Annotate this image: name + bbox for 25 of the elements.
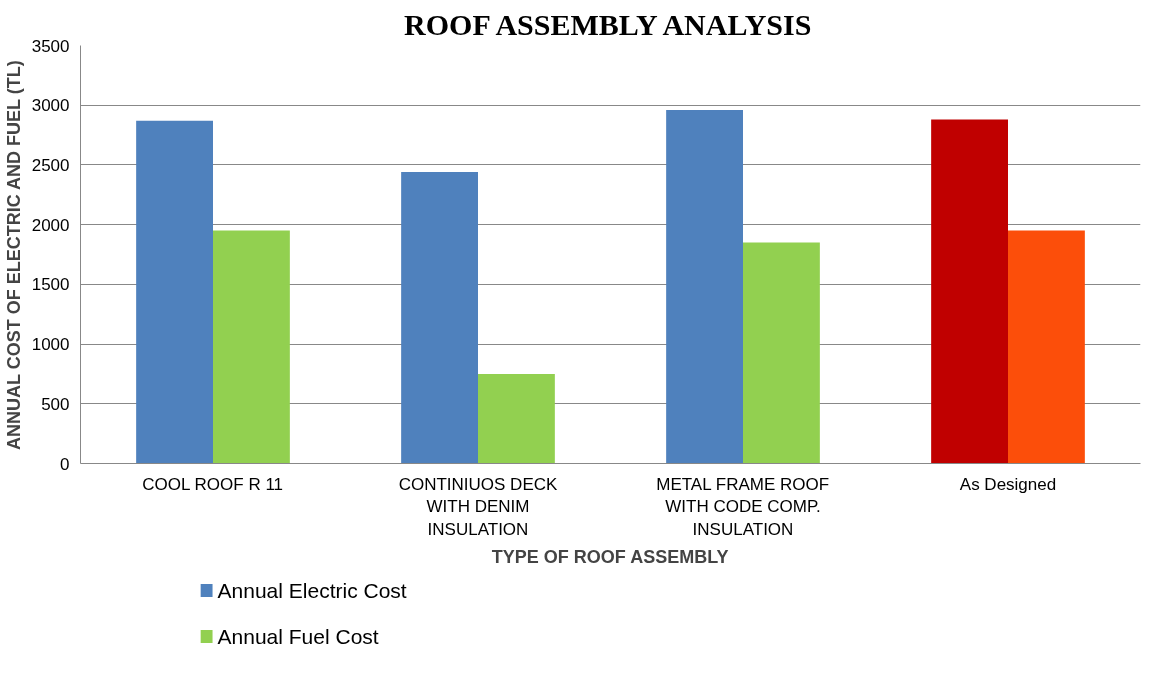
x-axis-title: TYPE OF ROOF ASSEMBLY (491, 547, 729, 568)
bar (1008, 230, 1085, 464)
legend-label: Annual Electric Cost (217, 579, 407, 602)
bar (743, 242, 820, 464)
y-tick-label: 0 (60, 454, 70, 474)
x-tick-label: CONTINIUOS DECK WITH DENIM INSULATION (398, 474, 558, 540)
bar (401, 172, 478, 464)
y-axis-title: ANNUAL COST OF ELECTRIC AND FUEL (TL) (3, 60, 24, 450)
y-tick-label: 1000 (31, 335, 70, 355)
y-tick-label: 1500 (31, 275, 70, 295)
y-tick-label: 3500 (31, 36, 70, 56)
bar (213, 230, 290, 464)
chart-title: ROOF ASSEMBLY ANALYSIS (404, 7, 812, 41)
x-tick-label: METAL FRAME ROOF WITH CODE COMP. INSULATION (656, 474, 830, 540)
bar (931, 119, 1008, 464)
bar (478, 373, 555, 464)
y-tick-label: 2500 (31, 155, 70, 175)
x-tick-label: COOL ROOF R 11 (142, 474, 284, 494)
x-tick-label: As Designed (959, 474, 1057, 494)
y-tick-label: 3000 (31, 96, 70, 116)
bar (666, 109, 743, 464)
legend-label: Annual Fuel Cost (217, 625, 379, 648)
y-tick-label: 2000 (31, 215, 70, 235)
bar (136, 120, 213, 464)
y-tick-label: 500 (41, 394, 70, 414)
